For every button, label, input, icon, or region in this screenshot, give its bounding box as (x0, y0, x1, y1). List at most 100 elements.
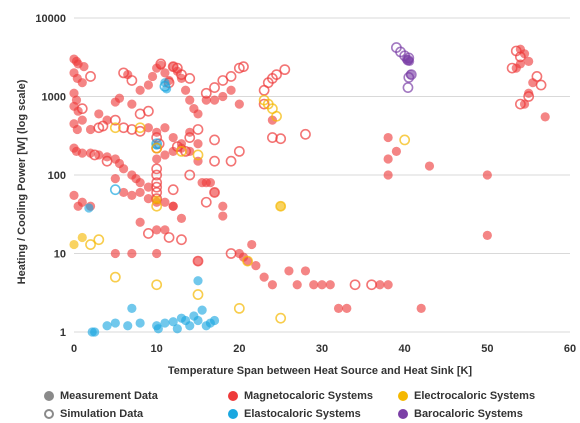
magnetocaloric-measurement-point (168, 201, 178, 211)
magnetocaloric-measurement-point (383, 132, 393, 143)
electrocaloric-simulation-point (192, 149, 204, 161)
magnetocaloric-simulation-point (209, 134, 220, 146)
magnetocaloric-measurement-point (482, 230, 492, 241)
electrocaloric-measurement-point (152, 195, 162, 205)
magnetocaloric-measurement-point (156, 60, 166, 70)
elastocaloric-measurement-point (102, 321, 112, 331)
x-axis-title: Temperature Span between Heat Source and… (168, 365, 473, 377)
magnetocaloric-simulation-point (209, 82, 220, 93)
purple-circle-icon (398, 409, 408, 419)
magnetocaloric-measurement-point (482, 170, 492, 180)
y-axis-ticks: 1 10 100 1000 10000 (35, 13, 66, 339)
magnetocaloric-measurement-point (110, 173, 120, 184)
elastocaloric-measurement-point (153, 324, 163, 334)
elastocaloric-measurement-point (135, 318, 145, 328)
magnetocaloric-measurement-point (251, 261, 261, 271)
scatter-chart: 1 10 100 1000 10000 0 10 20 30 40 50 60 Temperatur… (16, 13, 576, 377)
magnetocaloric-measurement-point (528, 78, 538, 88)
legend-electrocaloric: Electrocaloric Systems (398, 390, 535, 402)
legend-label: Measurement Data (60, 390, 158, 402)
legend-measurement: Measurement Data (44, 390, 158, 402)
magnetocaloric-measurement-point (110, 248, 120, 259)
magnetocaloric-simulation-point (176, 234, 187, 246)
electrocaloric-simulation-point (275, 312, 287, 324)
magnetocaloric-measurement-point (524, 56, 534, 66)
magnetocaloric-measurement-point (168, 146, 178, 156)
red-circle-icon (228, 391, 238, 401)
magnetocaloric-simulation-point (167, 184, 179, 196)
y-tick-label: 100 (48, 170, 66, 182)
magnetocaloric-measurement-point (77, 115, 87, 125)
magnetocaloric-measurement-point (201, 95, 211, 105)
electrocaloric-simulation-point (109, 122, 121, 134)
magnetocaloric-measurement-point (375, 280, 385, 290)
x-tick-label: 10 (151, 343, 163, 355)
elastocaloric-measurement-point (127, 303, 137, 313)
magnetocaloric-measurement-point (147, 71, 158, 82)
magnetocaloric-measurement-point (247, 239, 257, 250)
magnetocaloric-measurement-point (524, 88, 534, 98)
hollow-circle-icon (44, 409, 54, 419)
magnetocaloric-measurement-point (193, 256, 203, 266)
magnetocaloric-simulation-point (238, 61, 249, 73)
magnetocaloric-measurement-point (69, 190, 79, 200)
electrocaloric-simulation-point (85, 239, 96, 250)
barocaloric-measurement-point (405, 56, 415, 66)
magnetocaloric-measurement-point (168, 132, 178, 143)
magnetocaloric-simulation-point (217, 75, 229, 86)
barocaloric-measurement-point (405, 70, 416, 80)
magnetocaloric-simulation-point (225, 155, 237, 167)
magnetocaloric-measurement-point (515, 59, 526, 69)
magnetocaloric-measurement-point (325, 280, 335, 290)
filled-circle-icon (44, 391, 54, 401)
magnetocaloric-simulation-point (366, 279, 377, 291)
elastocaloric-measurement-point (197, 305, 207, 315)
electrocaloric-simulation-point (93, 234, 105, 246)
magnetocaloric-measurement-point (540, 112, 550, 122)
magnetocaloric-measurement-point (172, 66, 182, 76)
magnetocaloric-simulation-point (142, 228, 154, 239)
magnetocaloric-simulation-point (151, 163, 163, 175)
electrocaloric-simulation-point (271, 110, 282, 122)
magnetocaloric-measurement-point (119, 164, 129, 174)
elastocaloric-simulation-point (109, 184, 121, 196)
legend-magnetocaloric: Magnetocaloric Systems (228, 390, 373, 402)
magnetocaloric-measurement-point (152, 154, 162, 164)
magnetocaloric-measurement-point (383, 170, 393, 180)
magnetocaloric-measurement-point (123, 70, 133, 80)
magnetocaloric-simulation-point (271, 69, 282, 81)
electrocaloric-simulation-point (176, 145, 187, 157)
yellow-circle-icon (398, 391, 408, 401)
magnetocaloric-measurement-point (185, 95, 195, 105)
magnetocaloric-measurement-point (143, 194, 153, 204)
magnetocaloric-measurement-point (85, 148, 96, 158)
magnetocaloric-simulation-point (200, 196, 212, 208)
y-axis-title: Heating / Cooling Power [W] (log scale) (16, 79, 28, 284)
magnetocaloric-measurement-point (234, 99, 244, 109)
magnetocaloric-measurement-point (185, 146, 195, 156)
magnetocaloric-measurement-point (342, 303, 352, 313)
magnetocaloric-measurement-point (193, 109, 203, 119)
magnetocaloric-measurement-point (79, 62, 89, 72)
magnetocaloric-measurement-point (73, 106, 83, 116)
magnetocaloric-simulation-point (192, 124, 204, 135)
electrocaloric-simulation-point (151, 142, 163, 154)
magnetocaloric-measurement-point (391, 146, 401, 156)
electrocaloric-simulation-point (151, 279, 163, 291)
electrocaloric-simulation-point (399, 134, 411, 146)
magnetocaloric-measurement-point (176, 143, 187, 153)
magnetocaloric-measurement-point (135, 217, 145, 227)
magnetocaloric-measurement-point (73, 201, 83, 211)
y-tick-label: 10 (54, 249, 66, 261)
magnetocaloric-measurement-point (197, 178, 207, 188)
magnetocaloric-measurement-point (218, 91, 228, 102)
magnetocaloric-measurement-point (152, 127, 162, 137)
magnetocaloric-measurement-point (127, 190, 137, 200)
magnetocaloric-measurement-point (267, 115, 277, 125)
magnetocaloric-simulation-point (85, 71, 96, 82)
electrocaloric-simulation-point (192, 289, 204, 300)
magnetocaloric-measurement-point (519, 49, 530, 59)
magnetocaloric-measurement-point (127, 248, 137, 259)
magnetocaloric-measurement-point (218, 211, 228, 221)
electrocaloric-measurement-point (276, 201, 286, 211)
